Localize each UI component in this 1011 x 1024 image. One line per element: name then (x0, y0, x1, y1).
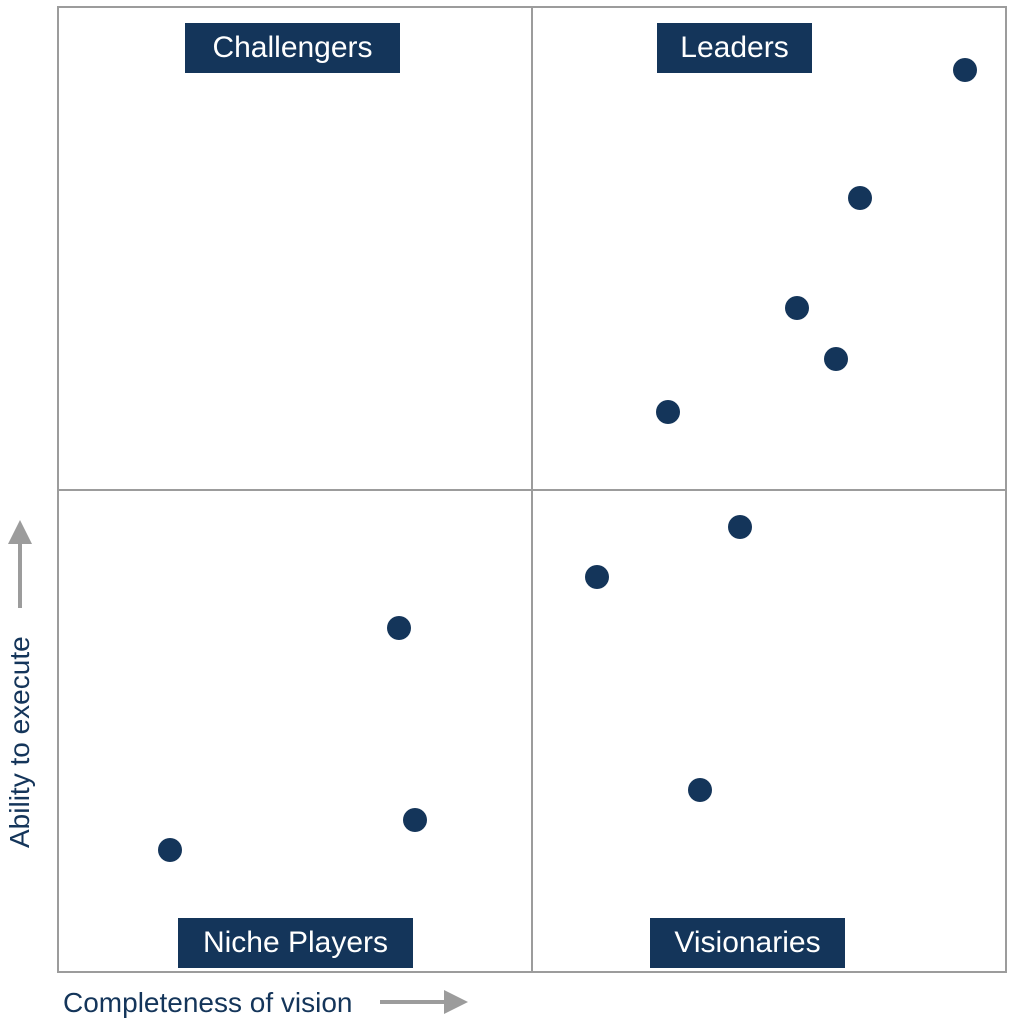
challengers-label-text: Challengers (212, 31, 372, 64)
data-point (824, 347, 848, 371)
x-axis-title: Completeness of vision (63, 987, 352, 1018)
data-point (656, 400, 680, 424)
data-point (728, 515, 752, 539)
challengers-label: Challengers (185, 23, 400, 73)
visionaries-label: Visionaries (650, 918, 845, 968)
data-point (848, 186, 872, 210)
data-point (585, 565, 609, 589)
y-axis-title: Ability to execute (4, 636, 35, 848)
data-point (688, 778, 712, 802)
data-point (785, 296, 809, 320)
data-point (403, 808, 427, 832)
data-point (158, 838, 182, 862)
leaders-label-text: Leaders (680, 31, 788, 64)
data-point (387, 616, 411, 640)
leaders-label: Leaders (657, 23, 812, 73)
niche-players-label-text: Niche Players (203, 926, 388, 959)
chart-svg: Challengers Leaders Niche Players Visionari… (0, 0, 1011, 1024)
visionaries-label-text: Visionaries (674, 926, 820, 959)
data-point (953, 58, 977, 82)
quadrant-chart: Challengers Leaders Niche Players Visionari… (0, 0, 1011, 1024)
niche-players-label: Niche Players (178, 918, 413, 968)
